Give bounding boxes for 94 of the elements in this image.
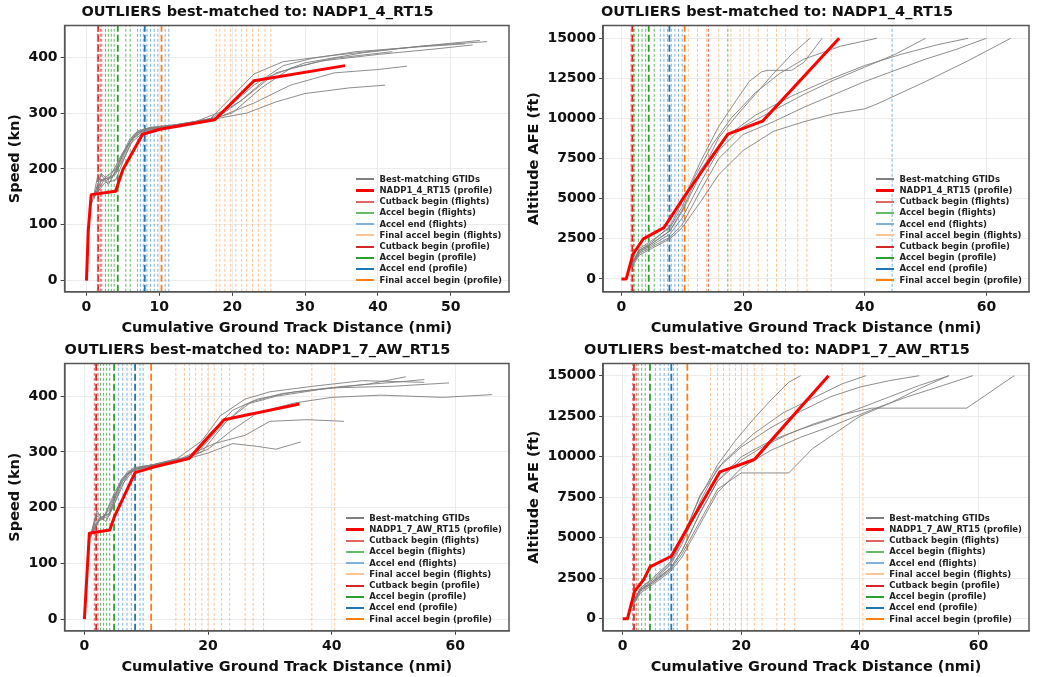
x-tick-label: 40 bbox=[321, 636, 342, 653]
chart-title: OUTLIERS best-matched to: NADP1_7_AW_RT15 bbox=[584, 341, 970, 359]
x-axis-title: Cumulative Ground Track Distance (nmi) bbox=[121, 319, 453, 336]
legend-label: Best-matching GTIDs bbox=[379, 173, 480, 185]
y-tick-label: 0 bbox=[47, 609, 58, 626]
x-tick-label: 40 bbox=[850, 636, 870, 653]
y-tick-label: 0 bbox=[586, 609, 597, 626]
y-tick-label: 0 bbox=[586, 269, 597, 286]
legend-label: Final accel begin (flights) bbox=[369, 568, 492, 580]
legend-label: Accel end (profile) bbox=[889, 602, 978, 614]
y-tick-label: 5000 bbox=[557, 528, 597, 545]
legend-label: Cutback begin (profile) bbox=[379, 241, 490, 253]
legend-label: Final accel begin (flights) bbox=[889, 568, 1012, 580]
legend-label: Best-matching GTIDs bbox=[899, 173, 1000, 185]
legend-label: Final accel begin (flights) bbox=[899, 229, 1022, 241]
x-axis-title: Cumulative Ground Track Distance (nmi) bbox=[121, 658, 453, 675]
legend-label: Cutback begin (profile) bbox=[369, 580, 480, 592]
legend-label: Accel end (flights) bbox=[899, 218, 987, 230]
y-tick-label: 15000 bbox=[547, 28, 597, 45]
y-tick-label: 0 bbox=[47, 271, 58, 288]
legend-label: Accel end (profile) bbox=[379, 263, 468, 275]
y-tick-label: 5000 bbox=[557, 189, 597, 206]
x-tick-label: 0 bbox=[617, 636, 628, 653]
legend-label: Cutback begin (flights) bbox=[369, 535, 480, 547]
y-tick-label: 7500 bbox=[557, 149, 597, 166]
legend-label: Cutback begin (profile) bbox=[889, 580, 1000, 592]
legend-label: Accel begin (flights) bbox=[369, 546, 466, 558]
legend-label: Final accel begin (profile) bbox=[889, 613, 1012, 625]
legend-label: Final accel begin (profile) bbox=[899, 274, 1022, 286]
x-tick-label: 10 bbox=[149, 297, 170, 314]
y-tick-label: 100 bbox=[28, 215, 58, 232]
x-tick-label: 40 bbox=[854, 297, 875, 314]
legend-label: Cutback begin (flights) bbox=[379, 196, 490, 208]
y-axis-title: Altitude AFE (ft) bbox=[525, 430, 542, 564]
legend-label: Final accel begin (profile) bbox=[369, 613, 492, 625]
x-tick-label: 60 bbox=[968, 636, 989, 653]
x-tick-label: 40 bbox=[368, 297, 388, 314]
legend-label: Best-matching GTIDs bbox=[369, 512, 470, 524]
x-tick-label: 20 bbox=[198, 636, 219, 653]
x-axis-title: Cumulative Ground Track Distance (nmi) bbox=[650, 658, 982, 675]
legend-label: Accel begin (flights) bbox=[899, 207, 996, 219]
legend-label: Best-matching GTIDs bbox=[889, 512, 990, 524]
legend-label: Accel begin (flights) bbox=[379, 207, 476, 219]
y-axis-title: Speed (kn) bbox=[6, 114, 23, 204]
x-tick-label: 0 bbox=[616, 297, 627, 314]
legend-label: Accel begin (profile) bbox=[889, 591, 987, 603]
legend-label: Accel end (profile) bbox=[369, 602, 458, 614]
legend-label: Accel end (flights) bbox=[889, 557, 977, 569]
legend-label: Cutback begin (flights) bbox=[889, 535, 1000, 547]
x-tick-label: 0 bbox=[79, 636, 90, 653]
chart-title: OUTLIERS best-matched to: NADP1_4_RT15 bbox=[81, 3, 434, 21]
x-tick-label: 60 bbox=[976, 297, 997, 314]
y-tick-label: 12500 bbox=[547, 69, 597, 85]
legend-label: Accel begin (flights) bbox=[889, 546, 986, 558]
x-tick-label: 20 bbox=[222, 297, 243, 314]
legend-label: NADP1_7_AW_RT15 (profile) bbox=[889, 523, 1022, 536]
chart-title: OUTLIERS best-matched to: NADP1_4_RT15 bbox=[600, 3, 954, 21]
y-tick-label: 200 bbox=[28, 159, 58, 176]
legend-label: Accel begin (profile) bbox=[369, 591, 467, 603]
chart-title: OUTLIERS best-matched to: NADP1_7_AW_RT15 bbox=[64, 341, 451, 359]
legend-label: Cutback begin (flights) bbox=[899, 196, 1010, 208]
y-tick-label: 10000 bbox=[547, 447, 597, 464]
y-axis-title: Altitude AFE (ft) bbox=[525, 92, 542, 226]
x-tick-label: 20 bbox=[733, 297, 754, 314]
y-tick-label: 12500 bbox=[547, 406, 597, 423]
x-tick-label: 0 bbox=[81, 297, 92, 314]
y-tick-label: 2500 bbox=[557, 568, 597, 585]
legend-label: Accel end (flights) bbox=[379, 218, 467, 230]
y-tick-label: 7500 bbox=[557, 487, 597, 504]
y-tick-label: 400 bbox=[28, 47, 58, 64]
x-tick-label: 30 bbox=[295, 297, 316, 314]
x-tick-label: 60 bbox=[445, 636, 466, 653]
y-tick-label: 10000 bbox=[547, 109, 597, 126]
legend-label: Accel end (flights) bbox=[369, 557, 457, 569]
y-tick-label: 15000 bbox=[547, 366, 597, 383]
legend-label: Accel begin (profile) bbox=[379, 252, 477, 264]
y-tick-label: 200 bbox=[28, 498, 58, 515]
x-tick-label: 20 bbox=[731, 636, 752, 653]
y-tick-label: 2500 bbox=[557, 229, 597, 246]
y-tick-label: 400 bbox=[28, 386, 58, 403]
legend-label: Accel end (profile) bbox=[899, 263, 988, 275]
x-tick-label: 50 bbox=[440, 297, 461, 314]
legend-label: Final accel begin (flights) bbox=[379, 229, 502, 241]
legend-label: Cutback begin (profile) bbox=[899, 241, 1010, 253]
x-axis-title: Cumulative Ground Track Distance (nmi) bbox=[650, 319, 982, 336]
legend-label: Accel begin (profile) bbox=[899, 252, 997, 264]
legend-label: NADP1_7_AW_RT15 (profile) bbox=[369, 523, 502, 536]
y-axis-title: Speed (kn) bbox=[6, 452, 23, 542]
y-tick-label: 100 bbox=[28, 554, 58, 571]
y-tick-label: 300 bbox=[28, 103, 58, 120]
legend-label: Final accel begin (profile) bbox=[379, 274, 502, 286]
legend-label: NADP1_4_RT15 (profile) bbox=[379, 184, 493, 197]
legend-label: NADP1_4_RT15 (profile) bbox=[899, 184, 1013, 197]
y-tick-label: 300 bbox=[28, 442, 58, 459]
